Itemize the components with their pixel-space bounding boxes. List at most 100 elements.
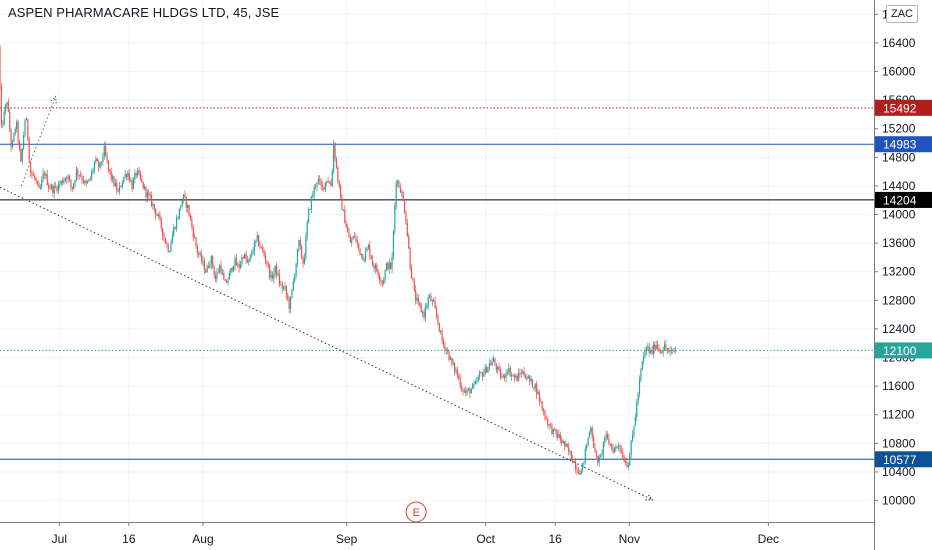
candle [501,372,503,380]
candle [466,387,468,397]
x-tick-label: 16 [122,532,136,546]
candle [398,179,400,188]
candle [9,108,11,133]
candle [271,271,274,281]
candle [68,174,71,183]
candle [675,346,677,354]
candle [622,447,624,460]
candle [346,223,349,233]
trend-line[interactable] [0,186,653,501]
candle [257,234,260,247]
candle [342,209,344,212]
candle [458,372,460,381]
candle [420,302,422,313]
candle [299,236,301,250]
candle [98,159,100,173]
candle [648,342,650,357]
candle [178,208,180,220]
candle [285,285,287,300]
currency-button[interactable]: ZAC [886,5,918,23]
candle [188,204,190,218]
earnings-event-icon[interactable]: E [405,501,427,523]
candle [508,363,510,375]
y-tick-label: 11200 [882,408,915,422]
candle [251,249,253,259]
candle [527,374,529,379]
y-tick-label: 12400 [882,322,916,336]
candle [242,255,244,260]
trend-arrow-head [50,95,57,104]
x-axis[interactable]: Jul 16 Aug Sep Oct 16 Nov Dec [52,522,779,546]
trend-line[interactable] [20,96,57,187]
candle [138,166,140,176]
candle [494,357,496,366]
candle [348,227,350,238]
y-tick-label: 10800 [882,436,916,450]
candle [61,177,64,186]
candle [91,168,93,182]
candle [6,101,8,109]
candle [593,433,595,449]
candle [476,376,478,385]
candle [50,183,53,191]
candle [105,141,107,157]
candle [66,175,68,184]
svg-text:10577: 10577 [883,453,917,467]
candle [383,276,385,286]
x-tick-label: Sep [336,532,358,546]
candle [363,257,365,263]
candle [651,345,653,356]
candle [120,185,122,188]
candle [556,429,559,441]
y-tick-label: 10000 [882,494,916,508]
candle [566,443,568,448]
candle [387,261,389,271]
candle [428,293,431,299]
candle [530,375,532,384]
candle [231,266,233,273]
candle [618,442,620,452]
candle [74,179,76,188]
candle [102,152,104,166]
candle [92,167,94,174]
candle [444,341,446,354]
candle [75,166,78,182]
candle [3,107,5,127]
candle [335,156,338,169]
candle [599,453,602,458]
candle [295,262,297,279]
candle [128,169,130,183]
candle [264,251,267,265]
candle [562,438,564,444]
candle [266,260,268,268]
candle [143,184,146,191]
candle [652,341,655,358]
candle [139,170,142,182]
y-axis[interactable]: 1680016400160001560015200148001440014000… [874,7,916,508]
candle [32,171,34,176]
candle [378,272,381,285]
events[interactable]: E [405,501,427,523]
candle [455,366,457,374]
candle [109,168,111,175]
candle [63,177,65,185]
candle [548,423,550,430]
candle [142,181,144,190]
y-tick-label: 13600 [882,236,916,250]
candle [227,277,229,286]
candle [572,454,574,464]
candle [114,179,116,188]
candle [344,205,346,224]
candle [52,183,54,197]
candle [371,254,374,267]
candle [209,260,211,270]
candle [345,219,347,228]
candle [334,141,336,162]
candle [230,267,232,276]
candle [235,253,237,266]
candle [195,236,197,249]
candle [636,398,638,422]
candle [405,210,407,225]
candle [73,182,75,190]
